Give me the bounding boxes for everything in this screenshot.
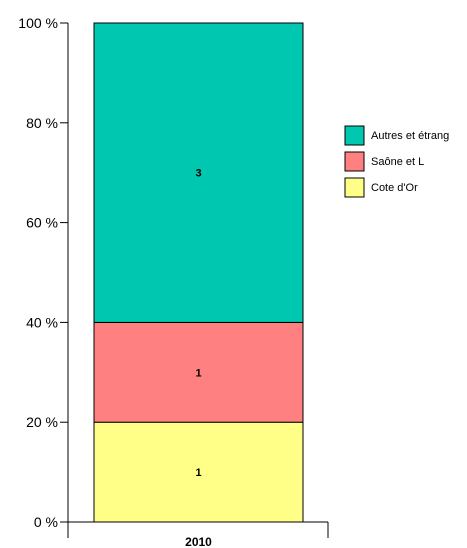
y-tick-label: 80 % [26, 115, 58, 131]
legend: Autres et étrang Saône et L Cote d'Or [344, 125, 449, 198]
legend-swatch [344, 177, 365, 198]
bars [93, 22, 304, 523]
legend-label: Autres et étrang [371, 130, 449, 142]
legend-swatch [344, 151, 365, 172]
data-labels: 1 1 3 [195, 168, 201, 479]
axes: 2010 0 % 20 % 40 % 60 % 80 % 100 % [18, 15, 329, 548]
legend-swatch [344, 125, 365, 146]
y-tick-label: 0 % [34, 514, 58, 530]
data-label: 3 [195, 168, 201, 180]
y-tick-label: 60 % [26, 215, 58, 231]
bar-segment [93, 22, 304, 323]
legend-label: Cote d'Or [371, 182, 418, 194]
y-tick-label: 20 % [26, 414, 58, 430]
y-tick-label: 100 % [18, 15, 58, 31]
data-label: 1 [195, 467, 201, 479]
data-label: 1 [195, 367, 201, 379]
x-tick-label: 2010 [185, 535, 212, 548]
legend-label: Saône et L [371, 156, 424, 168]
y-tick-label: 40 % [26, 314, 58, 330]
